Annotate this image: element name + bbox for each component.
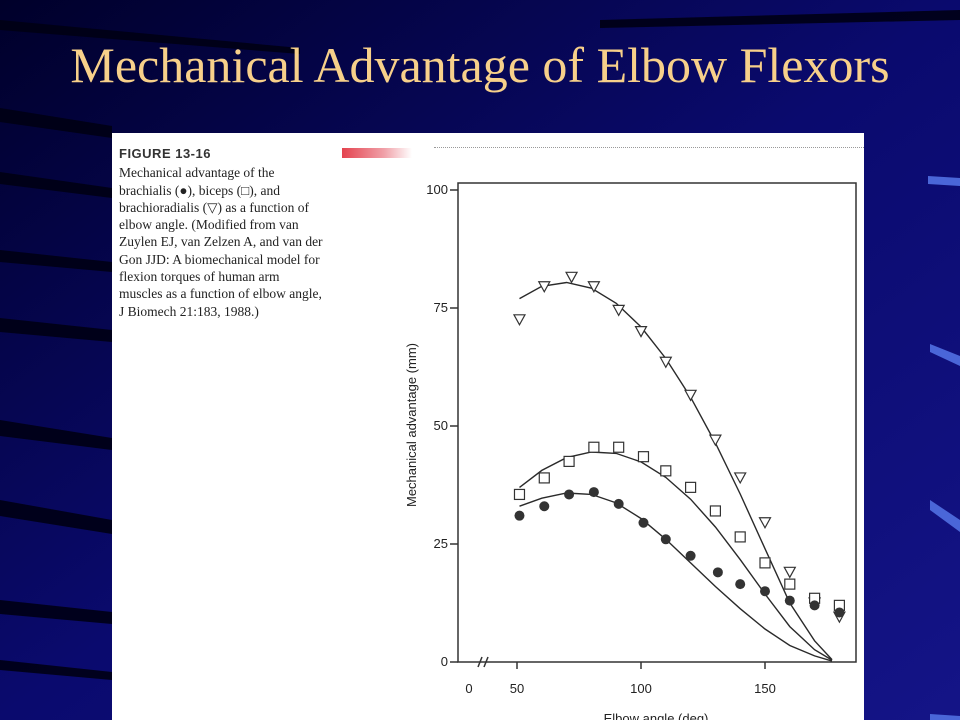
fit-curve (519, 451, 833, 661)
y-tick-label: 75 (434, 300, 448, 315)
data-point-square (759, 557, 771, 569)
slide-title: Mechanical Advantage of Elbow Flexors (0, 0, 960, 130)
mechanical-advantage-chart: Mechanical advantage (mm) Elbow angle (d… (404, 182, 857, 720)
data-point-triangle (537, 281, 551, 294)
caption-square-symbol: □ (241, 182, 250, 198)
figure-panel: FIGURE 13-16 Mechanical advantage of the… (112, 133, 864, 720)
caption-text-d: ) as a function of elbow angle. (Modifie… (119, 199, 323, 319)
data-point-circle (784, 595, 795, 606)
data-point-square (660, 465, 672, 477)
data-point-circle (613, 498, 624, 509)
data-point-circle (539, 501, 550, 512)
y-axis-label: Mechanical advantage (mm) (404, 343, 419, 507)
x-tick-label: 0 (465, 681, 472, 696)
data-point-circle (564, 489, 575, 500)
data-point-circle (588, 487, 599, 498)
data-point-triangle (634, 326, 648, 338)
data-point-circle (712, 567, 723, 578)
figure-label: FIGURE 13-16 (119, 146, 211, 161)
data-point-circle (809, 600, 820, 611)
y-tick-label: 100 (426, 182, 448, 197)
x-tick-label: 50 (510, 681, 524, 696)
x-tick-label: 100 (630, 681, 652, 696)
data-point-square (637, 451, 650, 463)
data-point-square (684, 481, 697, 493)
data-point-triangle (587, 281, 601, 294)
caption-circle-symbol: ● (179, 182, 188, 198)
slide-title-text: Mechanical Advantage of Elbow Flexors (70, 37, 890, 93)
data-point-circle (834, 607, 845, 618)
y-tick-label: 50 (434, 418, 448, 433)
plot-frame (457, 182, 857, 663)
data-point-square (613, 441, 625, 453)
data-point-triangle (659, 356, 673, 369)
data-point-circle (685, 550, 696, 561)
data-point-circle (638, 517, 649, 528)
fit-curve (519, 492, 833, 662)
right-edge-streaks (928, 176, 960, 720)
data-point-triangle (708, 434, 722, 447)
data-point-circle (760, 586, 770, 597)
figure-caption: FIGURE 13-16 Mechanical advantage of the… (119, 145, 324, 320)
background-streaks (0, 10, 960, 680)
data-point-square (563, 455, 575, 467)
data-point-triangle (758, 517, 772, 530)
data-point-square (588, 441, 600, 453)
data-point-circle (735, 579, 746, 590)
data-point-triangle (612, 304, 626, 317)
caption-text-c: ), and brachioradialis ( (119, 182, 281, 215)
axis-break-mark (483, 656, 489, 668)
data-point-circle (514, 510, 525, 521)
data-point-square (784, 578, 796, 590)
figure-accent-bar (342, 148, 412, 158)
data-point-circle (660, 534, 671, 545)
caption-text-a: Mechanical advantage of the brachialis ( (119, 165, 275, 198)
axis-break-mark (477, 656, 483, 668)
figure-dotted-rule (434, 147, 864, 148)
y-tick-label: 0 (441, 654, 448, 669)
data-point-triangle (783, 566, 797, 579)
data-point-triangle (733, 472, 747, 485)
y-tick-label: 25 (434, 536, 448, 551)
caption-triangle-symbol: ▽ (207, 199, 218, 215)
data-point-triangle (512, 314, 526, 327)
caption-text-b: ), biceps ( (187, 182, 242, 198)
data-point-square (513, 488, 526, 501)
data-point-triangle (684, 389, 698, 402)
x-tick-label: 150 (754, 681, 776, 696)
x-axis-label: Elbow angle (deg) (604, 711, 709, 720)
data-point-square (709, 505, 722, 517)
fit-curve (519, 281, 833, 661)
data-point-triangle (565, 271, 579, 284)
data-point-square (734, 531, 746, 543)
data-point-square (538, 472, 550, 484)
